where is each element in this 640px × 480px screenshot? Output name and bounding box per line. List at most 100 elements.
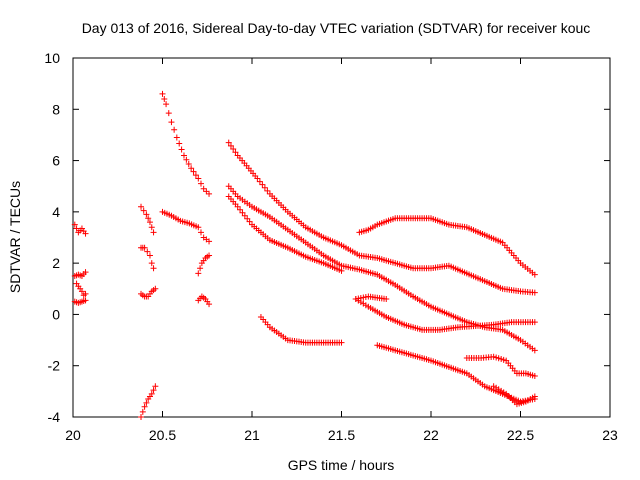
series-arc-13 (225, 139, 538, 296)
data-point (73, 225, 80, 232)
x-tick-label: 21 (244, 427, 260, 443)
y-tick-label: 10 (44, 50, 60, 66)
data-point (148, 260, 155, 267)
x-tick-label: 23 (602, 427, 618, 443)
data-point (180, 152, 187, 159)
data-point (493, 354, 500, 361)
data-point (206, 301, 213, 308)
data-point (148, 224, 155, 231)
data-point (203, 188, 210, 195)
data-point (176, 140, 183, 147)
data-point (139, 408, 146, 415)
series-arc-06 (138, 244, 157, 272)
data-point (152, 383, 159, 390)
data-point (82, 230, 89, 237)
series-arc-22 (490, 383, 538, 408)
data-point (498, 356, 505, 363)
data-point (150, 387, 157, 394)
ticks: 20 20.5 21 21.5 22 22.5 23 -4 -2 0 2 4 6 8 10 (44, 50, 618, 443)
data-point (490, 353, 497, 360)
series-arc-02 (71, 269, 89, 279)
series-arc-10 (159, 208, 213, 245)
data-point (531, 271, 538, 278)
data-point (150, 229, 157, 236)
data-point (143, 399, 150, 406)
data-point (195, 175, 202, 182)
chart-title: Day 013 of 2016, Sidereal Day-to-day VTE… (82, 20, 591, 36)
data-point (190, 168, 197, 175)
data-point (150, 265, 157, 272)
x-tick-label: 22 (423, 427, 439, 443)
data-point (146, 219, 153, 226)
data-point (161, 96, 168, 103)
series-arc-03 (73, 280, 89, 299)
data-point (148, 390, 155, 397)
series-arc-05 (138, 203, 157, 236)
series-arc-21 (463, 353, 538, 379)
data-point (195, 270, 202, 277)
data-point (495, 355, 502, 362)
data-point (195, 224, 202, 231)
x-axis-label: GPS time / hours (288, 457, 395, 473)
y-tick-label: -2 (48, 358, 61, 374)
series-arc-19 (352, 296, 538, 333)
series-arc-17 (356, 215, 538, 278)
series-arc-14 (225, 183, 538, 354)
data-point (185, 160, 192, 167)
data-point (227, 142, 234, 149)
data-point (531, 289, 538, 296)
data-point (71, 221, 78, 228)
data-point (264, 187, 271, 194)
data-point (82, 297, 89, 304)
data-point (146, 252, 153, 259)
data-point (138, 203, 145, 210)
data-point (254, 175, 261, 182)
data-point (82, 269, 89, 276)
data-point (206, 238, 213, 245)
data-point (143, 211, 150, 218)
series-arc-20 (374, 342, 538, 405)
data-point (500, 356, 507, 363)
y-tick-label: 2 (52, 255, 60, 271)
data-point (173, 134, 180, 141)
series-arc-11 (195, 252, 213, 277)
data-point (531, 372, 538, 379)
data-point (145, 215, 152, 222)
data-point (531, 393, 538, 400)
data-point (183, 156, 190, 163)
data-point (159, 90, 166, 97)
data-point (188, 165, 195, 172)
series-arc-09 (159, 90, 213, 197)
data-point (168, 119, 175, 126)
data-point (338, 267, 345, 274)
y-tick-label: 0 (52, 306, 60, 322)
series-arc-12 (195, 293, 213, 308)
data-points (71, 90, 538, 420)
data-point (261, 184, 268, 191)
y-tick-label: 8 (52, 101, 60, 117)
data-point (82, 290, 89, 297)
series-arc-15 (225, 193, 345, 274)
series-arc-08 (138, 383, 159, 420)
data-point (531, 319, 538, 326)
series-arc-07 (138, 285, 159, 300)
data-point (144, 248, 151, 255)
data-point (360, 294, 367, 301)
data-point (383, 296, 390, 303)
data-point (140, 207, 147, 214)
data-point (197, 265, 204, 272)
series-arc-18 (352, 293, 390, 303)
series-arc-01 (71, 221, 89, 237)
x-tick-label: 21.5 (328, 427, 355, 443)
x-tick-label: 22.5 (507, 427, 534, 443)
data-point (152, 285, 159, 292)
data-point (192, 172, 199, 179)
data-point (256, 178, 263, 185)
y-tick-label: 6 (52, 153, 60, 169)
data-point (78, 288, 85, 295)
data-point (141, 244, 148, 251)
data-point (338, 339, 345, 346)
data-point (206, 252, 213, 259)
x-tick-label: 20.5 (149, 427, 176, 443)
